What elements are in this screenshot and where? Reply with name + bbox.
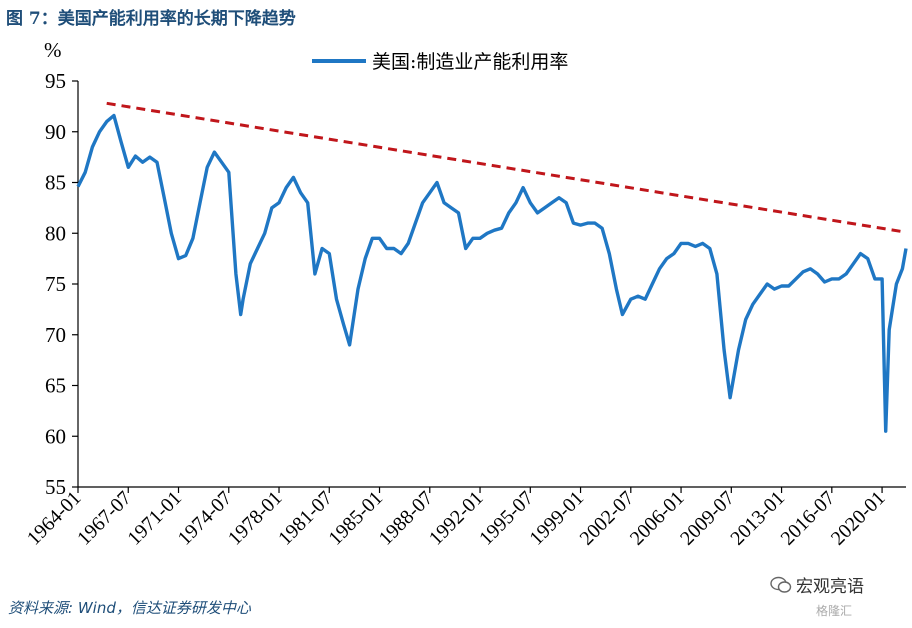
- x-tick-label: 2006-01: [626, 487, 689, 550]
- y-tick-label: 95: [45, 69, 66, 93]
- y-tick-label: 65: [45, 374, 66, 398]
- x-tick-label: 1999-01: [525, 487, 588, 550]
- x-tick-label: 2016-07: [777, 487, 840, 550]
- legend: 美国:制造业产能利用率: [312, 51, 568, 73]
- legend-label: 美国:制造业产能利用率: [372, 51, 568, 73]
- x-tick-label: 1978-01: [224, 487, 287, 550]
- x-tick-label: 1971-01: [123, 487, 186, 550]
- watermark-sub: 格隆汇: [816, 604, 853, 618]
- wechat-icon: [770, 576, 792, 593]
- series-line: [76, 113, 908, 433]
- figure-title: 图 7：美国产能利用率的长期下降趋势: [6, 9, 296, 29]
- x-tick-label: 2002-07: [576, 487, 639, 550]
- series-layer: [76, 101, 908, 433]
- x-tick-label: 1974-07: [174, 487, 237, 550]
- x-axis-ticks: 1964-011967-071971-011974-071978-011981-…: [23, 487, 890, 550]
- x-tick-label: 1985-01: [324, 487, 387, 550]
- y-tick-label: 85: [45, 171, 66, 195]
- y-tick-label: 75: [45, 272, 66, 296]
- source-note: 资料来源: Wind，信达证券研发中心: [8, 599, 251, 617]
- x-tick-label: 2013-01: [726, 487, 789, 550]
- y-axis-ticks: 55 60 65 70 75 80 85 90 95: [45, 69, 78, 499]
- y-unit-label: %: [44, 38, 62, 62]
- y-tick-label: 60: [45, 424, 66, 448]
- y-tick-label: 80: [45, 221, 66, 245]
- x-tick-label: 1992-01: [425, 487, 488, 550]
- watermark: 宏观亮语 格隆汇: [770, 572, 910, 624]
- x-tick-label: 1981-07: [274, 487, 337, 550]
- y-tick-label: 70: [45, 323, 66, 347]
- watermark-text: 宏观亮语: [796, 577, 864, 597]
- y-tick-label: 90: [45, 120, 66, 144]
- x-tick-label: 1995-07: [475, 487, 538, 550]
- x-tick-label: 2009-07: [676, 487, 739, 550]
- chart-axes: %: [44, 38, 906, 488]
- x-tick-label: 2020-01: [827, 487, 890, 550]
- x-tick-label: 1988-07: [375, 487, 438, 550]
- y-tick-label: 55: [45, 475, 66, 499]
- x-tick-label: 1967-07: [73, 487, 136, 550]
